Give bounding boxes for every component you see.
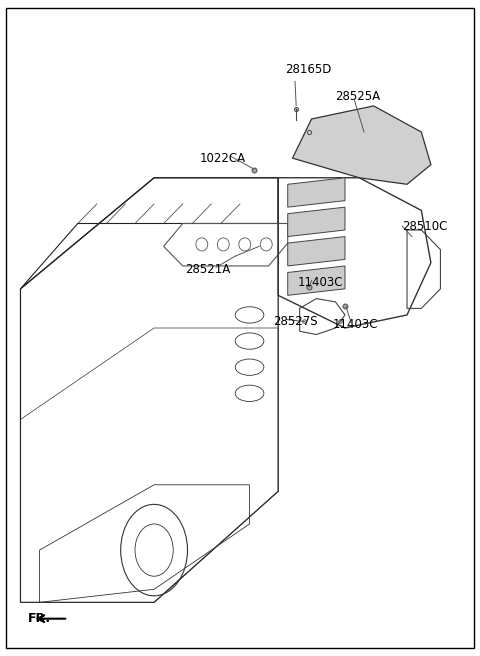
Text: 28165D: 28165D: [285, 64, 332, 77]
Text: 1022CA: 1022CA: [199, 152, 246, 165]
Text: FR.: FR.: [28, 612, 51, 625]
Polygon shape: [288, 178, 345, 207]
Polygon shape: [288, 266, 345, 295]
Text: 28525A: 28525A: [336, 90, 381, 102]
Text: 11403C: 11403C: [333, 318, 379, 331]
Polygon shape: [288, 207, 345, 237]
Text: 11403C: 11403C: [297, 276, 343, 289]
Polygon shape: [292, 106, 431, 184]
Polygon shape: [288, 237, 345, 266]
Text: 28521A: 28521A: [185, 262, 230, 276]
Text: 28527S: 28527S: [274, 315, 318, 328]
Text: 28510C: 28510C: [402, 220, 448, 234]
